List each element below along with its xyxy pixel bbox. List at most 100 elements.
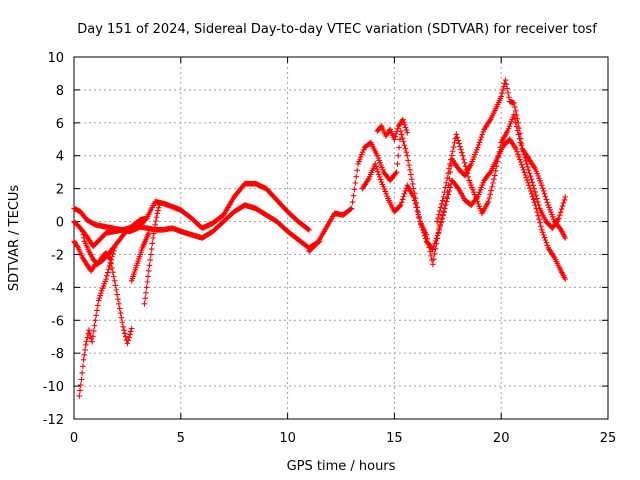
data-point	[451, 139, 458, 146]
data-point	[447, 184, 454, 191]
chart-title: Day 151 of 2024, Sidereal Day-to-day VTE…	[77, 22, 597, 37]
data-point	[520, 148, 526, 155]
data-point	[144, 279, 151, 285]
data-point	[92, 317, 99, 324]
data-point	[454, 134, 461, 141]
data-point	[463, 167, 470, 173]
data-point	[516, 154, 522, 160]
data-point	[539, 185, 546, 191]
data-point	[121, 327, 127, 333]
data-point	[524, 161, 530, 167]
data-point	[513, 119, 519, 126]
data-point	[521, 169, 528, 176]
data-point	[512, 104, 518, 110]
data-point	[407, 167, 413, 173]
data-point	[519, 145, 526, 152]
data-point	[401, 191, 408, 197]
data-point	[77, 382, 84, 388]
data-point	[544, 199, 551, 206]
data-point	[435, 215, 441, 221]
data-point	[512, 115, 518, 122]
data-point	[532, 189, 538, 195]
data-point	[519, 164, 526, 171]
data-point	[90, 333, 96, 340]
data-point	[529, 179, 536, 186]
data-point	[375, 168, 381, 175]
data-point	[376, 174, 383, 180]
data-point	[541, 191, 548, 197]
data-point	[462, 163, 469, 170]
data-point	[556, 215, 562, 222]
data-point	[523, 158, 529, 164]
y-tick-label: 0	[56, 216, 64, 231]
data-point	[455, 137, 461, 144]
y-tick-label: -8	[51, 347, 64, 362]
data-point	[146, 262, 153, 269]
data-point	[535, 212, 541, 219]
x-tick-label: 5	[177, 431, 185, 446]
data-point	[154, 210, 161, 217]
data-point	[512, 108, 519, 114]
data-points	[71, 77, 569, 399]
data-point	[490, 180, 496, 186]
data-point	[79, 228, 86, 235]
series-track-8	[306, 77, 569, 254]
data-point	[432, 246, 439, 252]
data-point	[522, 155, 528, 161]
data-point	[442, 184, 449, 191]
data-point	[438, 201, 445, 207]
data-point	[398, 199, 405, 206]
data-point	[119, 319, 126, 326]
series-track-7	[128, 230, 152, 284]
data-point	[96, 295, 103, 301]
data-point	[511, 111, 517, 118]
data-point	[557, 209, 564, 215]
data-point	[533, 192, 539, 199]
data-point	[517, 139, 524, 146]
series-track-9	[359, 136, 569, 282]
data-point	[111, 277, 118, 284]
data-point	[404, 152, 411, 159]
data-point	[459, 152, 466, 159]
data-point	[416, 215, 422, 221]
data-point	[528, 191, 535, 197]
data-point	[476, 139, 483, 146]
data-point	[535, 199, 541, 205]
data-point	[487, 191, 494, 198]
data-point	[403, 127, 410, 133]
data-point	[115, 296, 121, 303]
data-point	[103, 276, 109, 282]
data-point	[86, 327, 92, 333]
data-point	[517, 156, 523, 163]
data-point	[400, 138, 407, 145]
data-point	[376, 171, 382, 178]
data-point	[410, 194, 417, 200]
data-point	[104, 273, 110, 279]
data-point	[538, 223, 544, 230]
data-point	[350, 192, 357, 199]
data-point	[538, 182, 545, 189]
data-point	[152, 222, 158, 228]
x-tick-label: 10	[279, 431, 296, 446]
data-point	[81, 235, 87, 241]
data-point	[424, 236, 431, 242]
data-point	[142, 295, 148, 302]
y-tick-label: 8	[56, 84, 64, 99]
series-track-5	[76, 245, 118, 399]
y-tick-label: 2	[56, 183, 64, 198]
data-point	[543, 196, 550, 203]
data-point	[148, 251, 154, 258]
data-point	[437, 208, 443, 214]
data-point	[505, 90, 511, 96]
data-point	[347, 206, 354, 212]
data-point	[530, 196, 537, 203]
y-tick-label: -2	[51, 248, 64, 263]
data-point	[408, 176, 415, 183]
data-point	[106, 263, 113, 269]
data-point	[76, 393, 83, 399]
data-point	[488, 187, 494, 194]
data-point	[109, 253, 115, 260]
data-point	[148, 246, 155, 252]
data-point	[124, 340, 131, 347]
data-point	[399, 196, 406, 203]
